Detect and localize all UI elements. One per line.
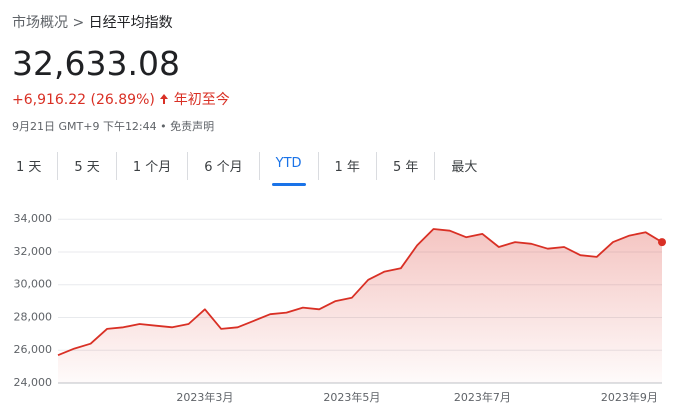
breadcrumb-link[interactable]: 市场概况 xyxy=(12,15,68,31)
x-tick-label: 2023年3月 xyxy=(176,390,233,404)
price: 32,633.08 xyxy=(12,44,180,83)
timestamp-row: 9月21日 GMT+9 下午12:44 • 免责声明 xyxy=(12,118,214,134)
range-tab[interactable]: 5 天 xyxy=(58,152,117,180)
y-tick-label: 28,000 xyxy=(14,310,53,323)
y-tick-label: 30,000 xyxy=(14,278,53,291)
disclaimer[interactable]: 免责声明 xyxy=(170,120,215,133)
range-tab[interactable]: 1 年 xyxy=(319,152,377,180)
up-arrow xyxy=(160,94,169,104)
change: +6,916.22 (26.89%) xyxy=(12,92,155,108)
area-fill xyxy=(58,229,662,383)
y-tick-label: 32,000 xyxy=(14,245,53,258)
dot: • xyxy=(160,120,167,133)
chart: 24,000 26,000 28,000 30,000 32,000 34,000 2023… xyxy=(14,212,666,404)
range-tab[interactable]: 6 个月 xyxy=(188,152,260,180)
breadcrumb: 市场概况 > 日经平均指数 xyxy=(12,12,173,32)
separator: > xyxy=(72,15,85,31)
breadcrumb-current: 日经平均指数 xyxy=(88,15,173,31)
x-tick-label: 2023年7月 xyxy=(454,390,511,404)
range-tab[interactable]: 1 个月 xyxy=(117,152,189,180)
price-line xyxy=(57,228,663,357)
y-tick-label: 26,000 xyxy=(14,343,53,356)
range-tab[interactable]: 最大 xyxy=(451,160,478,175)
x-tick-label: 2023年9月 xyxy=(601,390,658,404)
timestamp: 9月21日 GMT+9 下午12:44 xyxy=(12,120,157,133)
y-tick-label: 34,000 xyxy=(14,212,53,225)
period: 年初至今 xyxy=(173,92,230,108)
range-tab[interactable]: 5 年 xyxy=(377,152,436,180)
range-tab[interactable]: 1 天 xyxy=(0,152,59,180)
y-tick-label: 24,000 xyxy=(14,376,53,389)
change-row: +6,916.22 (26.89%) 年初至今 xyxy=(12,89,230,109)
x-tick-label: 2023年5月 xyxy=(323,390,380,404)
range-tab[interactable]: YTD xyxy=(260,152,319,186)
end-dot xyxy=(658,238,666,247)
